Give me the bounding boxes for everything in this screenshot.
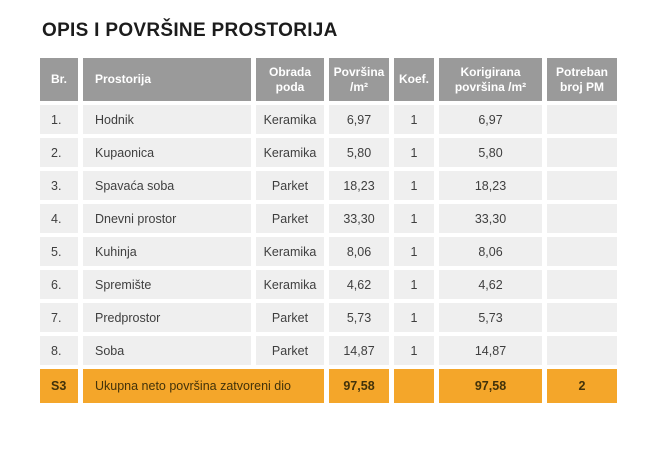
header-obrada: Obrada poda [256,58,324,101]
total-br: S3 [40,369,78,403]
cell-korigirana: 5,73 [439,303,542,332]
cell-br: 1. [40,105,78,134]
cell-pm [547,270,617,299]
page-title: OPIS I POVRŠINE PROSTORIJA [42,20,338,41]
table-row: 4. Dnevni prostor Parket 33,30 1 33,30 [40,204,617,233]
cell-br: 5. [40,237,78,266]
cell-pm [547,171,617,200]
cell-povrsina: 5,73 [329,303,389,332]
cell-koef: 1 [394,138,434,167]
cell-pm [547,138,617,167]
cell-koef: 1 [394,336,434,365]
cell-br: 3. [40,171,78,200]
total-pm: 2 [547,369,617,403]
cell-prostorija: Soba [83,336,251,365]
cell-obrada: Parket [256,171,324,200]
header-koef: Koef. [394,58,434,101]
header-row: Br. Prostorija Obrada poda Površina /m² … [40,58,617,101]
cell-prostorija: Kupaonica [83,138,251,167]
header-prostorija: Prostorija [83,58,251,101]
cell-br: 2. [40,138,78,167]
cell-pm [547,303,617,332]
cell-obrada: Parket [256,303,324,332]
cell-koef: 1 [394,171,434,200]
header-povrsina: Površina /m² [329,58,389,101]
cell-prostorija: Kuhinja [83,237,251,266]
cell-koef: 1 [394,303,434,332]
cell-koef: 1 [394,237,434,266]
table-header: Br. Prostorija Obrada poda Površina /m² … [40,58,617,101]
cell-koef: 1 [394,105,434,134]
page: OPIS I POVRŠINE PROSTORIJA Br. Prostorij… [0,20,668,455]
cell-br: 8. [40,336,78,365]
table-row: 3. Spavaća soba Parket 18,23 1 18,23 [40,171,617,200]
cell-obrada: Keramika [256,270,324,299]
cell-pm [547,237,617,266]
total-korigirana: 97,58 [439,369,542,403]
cell-povrsina: 6,97 [329,105,389,134]
total-label: Ukupna neto površina zatvoreni dio [83,369,324,403]
table-row: 2. Kupaonica Keramika 5,80 1 5,80 [40,138,617,167]
cell-povrsina: 8,06 [329,237,389,266]
cell-obrada: Parket [256,204,324,233]
cell-korigirana: 4,62 [439,270,542,299]
table-row: 5. Kuhinja Keramika 8,06 1 8,06 [40,237,617,266]
cell-obrada: Keramika [256,105,324,134]
cell-br: 4. [40,204,78,233]
cell-povrsina: 18,23 [329,171,389,200]
cell-pm [547,204,617,233]
cell-povrsina: 14,87 [329,336,389,365]
cell-prostorija: Dnevni prostor [83,204,251,233]
cell-korigirana: 14,87 [439,336,542,365]
total-povrsina: 97,58 [329,369,389,403]
header-pm: Potreban broj PM [547,58,617,101]
cell-prostorija: Spavaća soba [83,171,251,200]
cell-br: 7. [40,303,78,332]
cell-obrada: Parket [256,336,324,365]
cell-obrada: Keramika [256,138,324,167]
cell-prostorija: Spremište [83,270,251,299]
table-row: 6. Spremište Keramika 4,62 1 4,62 [40,270,617,299]
total-koef [394,369,434,403]
cell-korigirana: 8,06 [439,237,542,266]
cell-pm [547,105,617,134]
table-row: 1. Hodnik Keramika 6,97 1 6,97 [40,105,617,134]
cell-povrsina: 5,80 [329,138,389,167]
cell-prostorija: Hodnik [83,105,251,134]
cell-obrada: Keramika [256,237,324,266]
rooms-table: Br. Prostorija Obrada poda Površina /m² … [35,54,622,407]
cell-povrsina: 4,62 [329,270,389,299]
total-row: S3 Ukupna neto površina zatvoreni dio 97… [40,369,617,403]
cell-korigirana: 18,23 [439,171,542,200]
cell-koef: 1 [394,270,434,299]
cell-povrsina: 33,30 [329,204,389,233]
cell-br: 6. [40,270,78,299]
header-br: Br. [40,58,78,101]
cell-koef: 1 [394,204,434,233]
cell-prostorija: Predprostor [83,303,251,332]
table-row: 7. Predprostor Parket 5,73 1 5,73 [40,303,617,332]
cell-korigirana: 33,30 [439,204,542,233]
header-korigirana: Korigirana površina /m² [439,58,542,101]
cell-korigirana: 6,97 [439,105,542,134]
cell-korigirana: 5,80 [439,138,542,167]
table-row: 8. Soba Parket 14,87 1 14,87 [40,336,617,365]
cell-pm [547,336,617,365]
